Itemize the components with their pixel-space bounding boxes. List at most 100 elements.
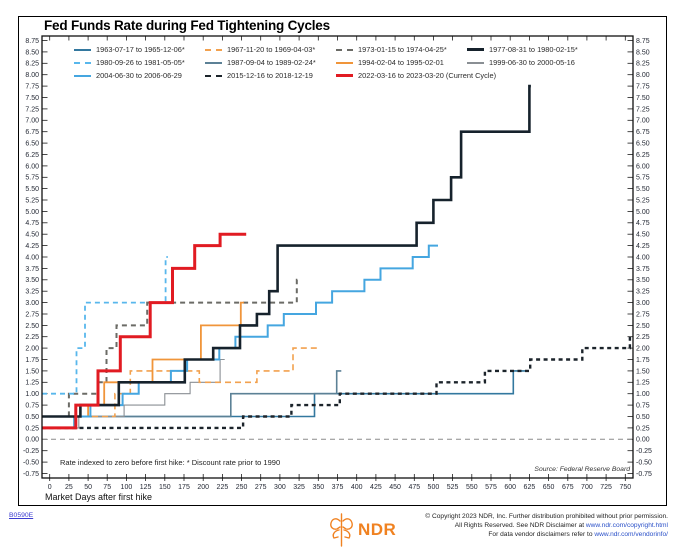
svg-text:4.00: 4.00 bbox=[636, 254, 650, 261]
svg-text:0.50: 0.50 bbox=[636, 414, 650, 421]
series-line bbox=[42, 347, 317, 418]
svg-text:2.00: 2.00 bbox=[636, 346, 650, 353]
svg-text:8.75: 8.75 bbox=[636, 38, 650, 45]
svg-text:3.00: 3.00 bbox=[25, 300, 39, 307]
svg-text:725: 725 bbox=[600, 484, 612, 491]
svg-text:200: 200 bbox=[197, 484, 209, 491]
chart-footnote: Rate indexed to zero before first hike: … bbox=[60, 458, 281, 467]
svg-text:275: 275 bbox=[255, 484, 267, 491]
svg-text:4.75: 4.75 bbox=[636, 220, 650, 227]
svg-text:7.00: 7.00 bbox=[25, 118, 39, 125]
svg-text:25: 25 bbox=[65, 484, 73, 491]
legend-item: 1963-07-17 to 1965-12-06* bbox=[74, 45, 205, 54]
legend-swatch bbox=[74, 74, 91, 77]
legend-row: 1963-07-17 to 1965-12-06* 1967-11-20 to 1… bbox=[74, 43, 578, 56]
svg-text:225: 225 bbox=[217, 484, 229, 491]
legend-item: 1973-01-15 to 1974-04-25* bbox=[336, 45, 467, 54]
copyright-line-2: All Rights Reserved. See NDR Disclaimer … bbox=[454, 522, 668, 529]
legend-label: 1994-02-04 to 1995-02-01 bbox=[358, 58, 444, 67]
svg-text:5.00: 5.00 bbox=[636, 209, 650, 216]
vendorinfo-link[interactable]: www.ndr.com/vendorinfo/ bbox=[594, 531, 668, 538]
legend-label: 2004-06-30 to 2006-06-29 bbox=[96, 71, 182, 80]
svg-text:5.50: 5.50 bbox=[25, 186, 39, 193]
legend-swatch bbox=[205, 48, 222, 51]
copyright-block: © Copyright 2023 NDR, Inc. Further distr… bbox=[425, 512, 668, 539]
document-id-link[interactable]: B0590E bbox=[9, 512, 34, 519]
legend-swatch bbox=[467, 48, 484, 51]
legend-swatch bbox=[74, 48, 91, 51]
svg-text:325: 325 bbox=[293, 484, 305, 491]
series-line bbox=[42, 335, 633, 430]
legend-swatch bbox=[336, 48, 353, 51]
svg-text:1.25: 1.25 bbox=[25, 380, 39, 387]
legend-item: 2015-12-16 to 2018-12-19 bbox=[205, 71, 336, 80]
svg-text:1.00: 1.00 bbox=[25, 391, 39, 398]
svg-text:750: 750 bbox=[619, 484, 631, 491]
svg-text:2.50: 2.50 bbox=[636, 323, 650, 330]
legend-swatch bbox=[205, 61, 222, 64]
svg-text:-0.25: -0.25 bbox=[23, 448, 39, 455]
fed-funds-chart-canvas: 8.75 8.75 8.50 8.50 8.25 8.25 8.00 8.00 7.75 7.75… bbox=[23, 35, 652, 491]
legend-label: 1967-11-20 to 1969-04-03* bbox=[227, 45, 316, 54]
legend-item: 1987-09-04 to 1989-02-24* bbox=[205, 58, 336, 67]
legend-row: 2004-06-30 to 2006-06-29 2015-12-16 to 20… bbox=[74, 69, 578, 82]
svg-text:2.75: 2.75 bbox=[25, 311, 39, 318]
legend-swatch bbox=[205, 74, 222, 77]
source-note: Source: Federal Reserve Board bbox=[534, 466, 630, 473]
svg-text:8.00: 8.00 bbox=[25, 72, 39, 79]
plot-frame bbox=[41, 35, 634, 479]
svg-text:8.50: 8.50 bbox=[636, 49, 650, 56]
svg-text:0: 0 bbox=[48, 484, 52, 491]
svg-text:6.50: 6.50 bbox=[636, 141, 650, 148]
svg-text:75: 75 bbox=[103, 484, 111, 491]
svg-text:250: 250 bbox=[236, 484, 248, 491]
svg-text:2.25: 2.25 bbox=[636, 334, 650, 341]
svg-text:700: 700 bbox=[581, 484, 593, 491]
x-axis-title: Market Days after first hike bbox=[45, 492, 153, 502]
series-lines bbox=[42, 84, 633, 430]
svg-text:600: 600 bbox=[504, 484, 516, 491]
svg-text:4.00: 4.00 bbox=[25, 254, 39, 261]
svg-text:7.25: 7.25 bbox=[636, 106, 650, 113]
legend-swatch bbox=[74, 61, 91, 64]
legend-item: 2022-03-16 to 2023-03-20 (Current Cycle) bbox=[336, 71, 496, 80]
svg-text:4.25: 4.25 bbox=[636, 243, 650, 250]
svg-text:625: 625 bbox=[524, 484, 536, 491]
svg-text:5.25: 5.25 bbox=[25, 197, 39, 204]
svg-text:1.25: 1.25 bbox=[636, 380, 650, 387]
svg-text:0.75: 0.75 bbox=[25, 403, 39, 410]
svg-text:2.25: 2.25 bbox=[25, 334, 39, 341]
svg-text:0.00: 0.00 bbox=[636, 437, 650, 444]
axis-ticks bbox=[42, 36, 633, 481]
svg-text:6.25: 6.25 bbox=[636, 152, 650, 159]
svg-text:8.00: 8.00 bbox=[636, 72, 650, 79]
svg-text:7.75: 7.75 bbox=[25, 84, 39, 91]
svg-text:6.00: 6.00 bbox=[636, 163, 650, 170]
svg-text:500: 500 bbox=[428, 484, 440, 491]
svg-text:5.75: 5.75 bbox=[25, 175, 39, 182]
series-line bbox=[42, 84, 531, 418]
ndr-bull-bear-icon bbox=[330, 513, 353, 547]
ndr-logo-text: NDR bbox=[358, 520, 397, 539]
svg-text:1.00: 1.00 bbox=[636, 391, 650, 398]
svg-text:350: 350 bbox=[312, 484, 324, 491]
legend-row: 1980-09-26 to 1981-05-05* 1987-09-04 to 1… bbox=[74, 56, 578, 69]
svg-text:550: 550 bbox=[466, 484, 478, 491]
copyright-link[interactable]: www.ndr.com/copyright.html bbox=[585, 522, 668, 529]
svg-text:-0.75: -0.75 bbox=[23, 471, 39, 478]
legend-label: 1973-01-15 to 1974-04-25* bbox=[358, 45, 447, 54]
svg-text:450: 450 bbox=[389, 484, 401, 491]
svg-text:7.00: 7.00 bbox=[636, 118, 650, 125]
svg-text:3.50: 3.50 bbox=[636, 277, 650, 284]
svg-text:675: 675 bbox=[562, 484, 574, 491]
svg-text:0.75: 0.75 bbox=[636, 403, 650, 410]
svg-text:50: 50 bbox=[84, 484, 92, 491]
svg-text:0.25: 0.25 bbox=[25, 425, 39, 432]
legend-label: 2015-12-16 to 2018-12-19 bbox=[227, 71, 313, 80]
svg-text:1.50: 1.50 bbox=[25, 368, 39, 375]
svg-text:-0.50: -0.50 bbox=[636, 460, 652, 467]
copyright-line-1: © Copyright 2023 NDR, Inc. Further distr… bbox=[425, 513, 668, 520]
svg-text:5.50: 5.50 bbox=[636, 186, 650, 193]
svg-text:8.75: 8.75 bbox=[25, 38, 39, 45]
legend-swatch bbox=[336, 61, 353, 64]
